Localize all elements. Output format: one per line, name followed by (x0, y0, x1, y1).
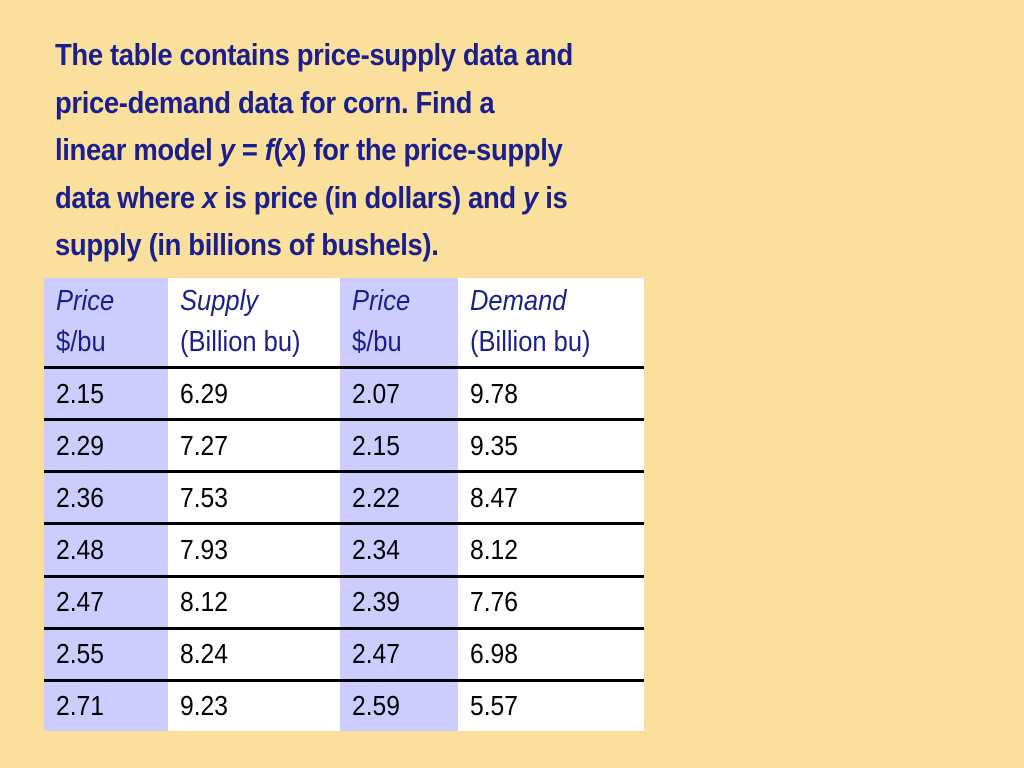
table-row: 2.55 8.24 2.47 6.98 (44, 628, 644, 682)
cell-supply: 7.27 (168, 419, 340, 474)
cell-demand: 9.35 (458, 419, 644, 474)
table-row: 2.36 7.53 2.22 8.47 (44, 471, 644, 526)
problem-line-4: data where x is price (in dollars) and y… (55, 175, 649, 223)
header-unit: (Billion bu) (470, 326, 591, 358)
cell-demand: 6.98 (458, 628, 644, 682)
cell-demand-price: 2.15 (340, 419, 458, 474)
function-f: f (264, 133, 274, 167)
cell-demand-price: 2.34 (340, 523, 458, 578)
problem-line-1: The table contains price-supply data and (55, 38, 573, 72)
problem-text: ) for the price-supply (297, 133, 563, 167)
paren-open: ( (273, 133, 283, 167)
header-name: Supply (180, 285, 259, 317)
cell-demand-price: 2.59 (340, 680, 458, 731)
table-row: 2.48 7.93 2.34 8.12 (44, 523, 644, 578)
problem-text: is (537, 180, 568, 215)
header-unit: (Billion bu) (180, 326, 301, 358)
header-name: Price (352, 285, 411, 317)
cell-demand: 8.47 (458, 471, 644, 526)
cell-demand-price: 2.47 (340, 628, 458, 682)
cell-demand-price: 2.39 (340, 576, 458, 630)
variable-x: x (282, 133, 298, 167)
table-header-row: Price $/bu Supply (Billion bu) Price $/b… (44, 278, 644, 369)
header-unit: $/bu (56, 326, 106, 358)
cell-demand-price: 2.07 (340, 367, 458, 422)
cell-supply: 7.53 (168, 471, 340, 526)
problem-line-5: supply (in billions of bushels). (55, 228, 439, 262)
header-name: Demand (470, 285, 567, 317)
cell-supply-price: 2.36 (44, 471, 168, 526)
problem-text: is price (in dollars) and (217, 180, 524, 215)
cell-demand-price: 2.22 (340, 471, 458, 526)
cell-supply-price: 2.15 (44, 367, 168, 422)
table-row: 2.29 7.27 2.15 9.35 (44, 419, 644, 474)
variable-y: y (523, 180, 538, 215)
problem-line-2: price-demand data for corn. Find a (55, 85, 495, 120)
cell-supply-price: 2.48 (44, 523, 168, 578)
problem-text: linear model (55, 133, 220, 167)
variable-x: x (202, 180, 217, 215)
cell-demand: 9.78 (458, 367, 644, 422)
header-supply-price: Price $/bu (44, 278, 168, 369)
table-row: 2.71 9.23 2.59 5.57 (44, 680, 644, 731)
problem-statement: The table contains price-supply data and… (55, 32, 649, 270)
cell-demand: 8.12 (458, 523, 644, 578)
cell-demand: 5.57 (470, 690, 518, 722)
header-unit: $/bu (352, 326, 402, 358)
price-supply-demand-table: Price $/bu Supply (Billion bu) Price $/b… (44, 278, 644, 731)
cell-supply-price: 2.55 (44, 628, 168, 682)
cell-demand: 7.76 (458, 576, 644, 630)
cell-supply-price: 2.47 (44, 576, 168, 630)
cell-supply: 6.29 (168, 367, 340, 422)
cell-supply: 8.12 (168, 576, 340, 630)
cell-supply-price: 2.29 (44, 419, 168, 474)
cell-supply: 9.23 (180, 690, 228, 722)
cell-supply-price: 2.71 (44, 680, 168, 731)
cell-supply: 8.24 (168, 628, 340, 682)
equals-sign: = (234, 133, 265, 167)
table-row: 2.47 8.12 2.39 7.76 (44, 576, 644, 630)
problem-text: data where (55, 180, 203, 215)
cell-supply: 7.93 (168, 523, 340, 578)
header-supply: Supply (Billion bu) (168, 278, 340, 369)
header-demand-price: Price $/bu (340, 278, 458, 369)
problem-line-3: linear model y = f(x) for the price-supp… (55, 127, 649, 175)
header-name: Price (56, 285, 115, 317)
variable-y: y (219, 133, 235, 167)
table-row: 2.15 6.29 2.07 9.78 (44, 367, 644, 422)
header-demand: Demand (Billion bu) (458, 278, 644, 369)
